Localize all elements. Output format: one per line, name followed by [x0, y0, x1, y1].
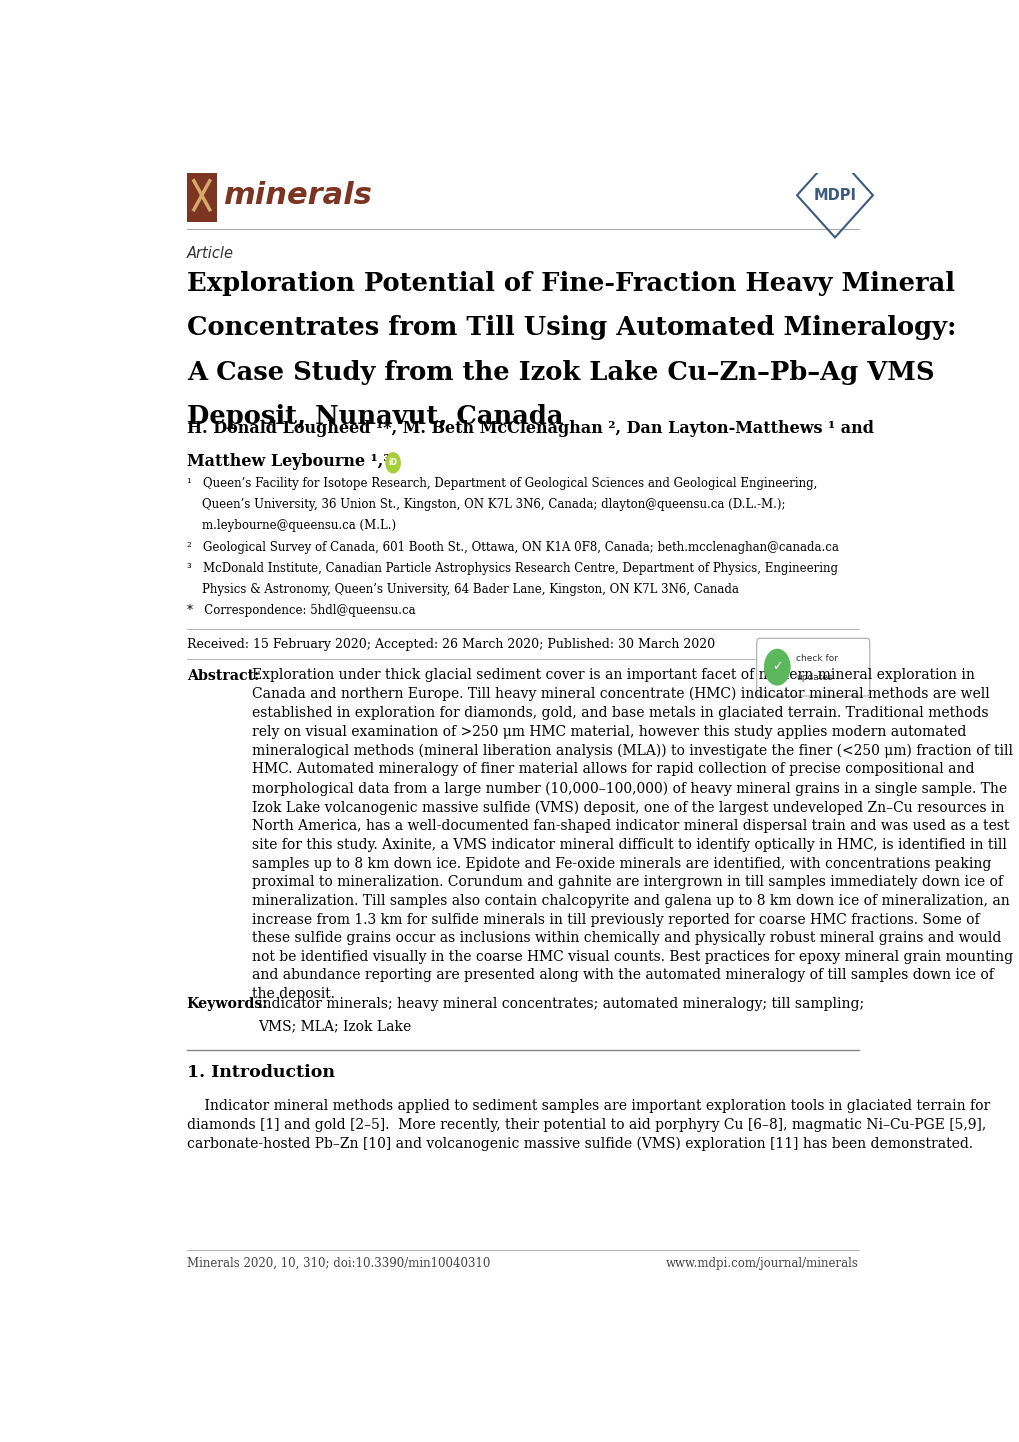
Text: minerals: minerals	[223, 180, 372, 209]
Text: Exploration Potential of Fine-Fraction Heavy Mineral: Exploration Potential of Fine-Fraction H…	[186, 271, 954, 296]
Text: Deposit, Nunavut, Canada: Deposit, Nunavut, Canada	[186, 404, 562, 428]
Text: A Case Study from the Izok Lake Cu–Zn–Pb–Ag VMS: A Case Study from the Izok Lake Cu–Zn–Pb…	[186, 359, 933, 385]
Text: VMS; MLA; Izok Lake: VMS; MLA; Izok Lake	[258, 1019, 411, 1032]
Text: ²   Geological Survey of Canada, 601 Booth St., Ottawa, ON K1A 0F8, Canada; beth: ² Geological Survey of Canada, 601 Booth…	[186, 541, 838, 554]
Text: Abstract:: Abstract:	[186, 669, 259, 684]
Text: ¹   Queen’s Facility for Isotope Research, Department of Geological Sciences and: ¹ Queen’s Facility for Isotope Research,…	[186, 477, 816, 490]
Text: Exploration under thick glacial sediment cover is an important facet of modern m: Exploration under thick glacial sediment…	[252, 668, 1012, 1001]
Text: Keywords:: Keywords:	[186, 996, 268, 1011]
FancyBboxPatch shape	[186, 169, 217, 222]
Text: Received: 15 February 2020; Accepted: 26 March 2020; Published: 30 March 2020: Received: 15 February 2020; Accepted: 26…	[186, 639, 714, 652]
Text: m.leybourne@queensu.ca (M.L.): m.leybourne@queensu.ca (M.L.)	[186, 519, 395, 532]
Text: 1. Introduction: 1. Introduction	[186, 1064, 334, 1080]
Text: Concentrates from Till Using Automated Mineralogy:: Concentrates from Till Using Automated M…	[186, 316, 956, 340]
Text: ³   McDonald Institute, Canadian Particle Astrophysics Research Centre, Departme: ³ McDonald Institute, Canadian Particle …	[186, 561, 837, 575]
Text: H. Donald Lougheed ¹*, M. Beth McClenaghan ², Dan Layton-Matthews ¹ and: H. Donald Lougheed ¹*, M. Beth McClenagh…	[186, 420, 873, 437]
Text: MDPI: MDPI	[813, 187, 856, 203]
Text: Article: Article	[186, 247, 233, 261]
Text: ✓: ✓	[771, 660, 782, 673]
FancyBboxPatch shape	[756, 639, 869, 696]
Circle shape	[385, 453, 399, 473]
Text: updates: updates	[796, 673, 833, 682]
Text: Minerals 2020, 10, 310; doi:10.3390/min10040310: Minerals 2020, 10, 310; doi:10.3390/min1…	[186, 1257, 490, 1270]
Text: iD: iD	[388, 459, 397, 467]
Text: Indicator mineral methods applied to sediment samples are important exploration : Indicator mineral methods applied to sed…	[186, 1099, 989, 1151]
Text: check for: check for	[796, 653, 838, 663]
Text: Physics & Astronomy, Queen’s University, 64 Bader Lane, Kingston, ON K7L 3N6, Ca: Physics & Astronomy, Queen’s University,…	[186, 583, 738, 596]
Text: indicator minerals; heavy mineral concentrates; automated mineralogy; till sampl: indicator minerals; heavy mineral concen…	[258, 996, 863, 1011]
Text: Matthew Leybourne ¹,³: Matthew Leybourne ¹,³	[186, 453, 389, 470]
Text: Queen’s University, 36 Union St., Kingston, ON K7L 3N6, Canada; dlayton@queensu.: Queen’s University, 36 Union St., Kingst…	[186, 499, 785, 512]
Text: *   Correspondence: 5hdl@queensu.ca: * Correspondence: 5hdl@queensu.ca	[186, 604, 415, 617]
Text: www.mdpi.com/journal/minerals: www.mdpi.com/journal/minerals	[665, 1257, 858, 1270]
Circle shape	[764, 649, 789, 685]
